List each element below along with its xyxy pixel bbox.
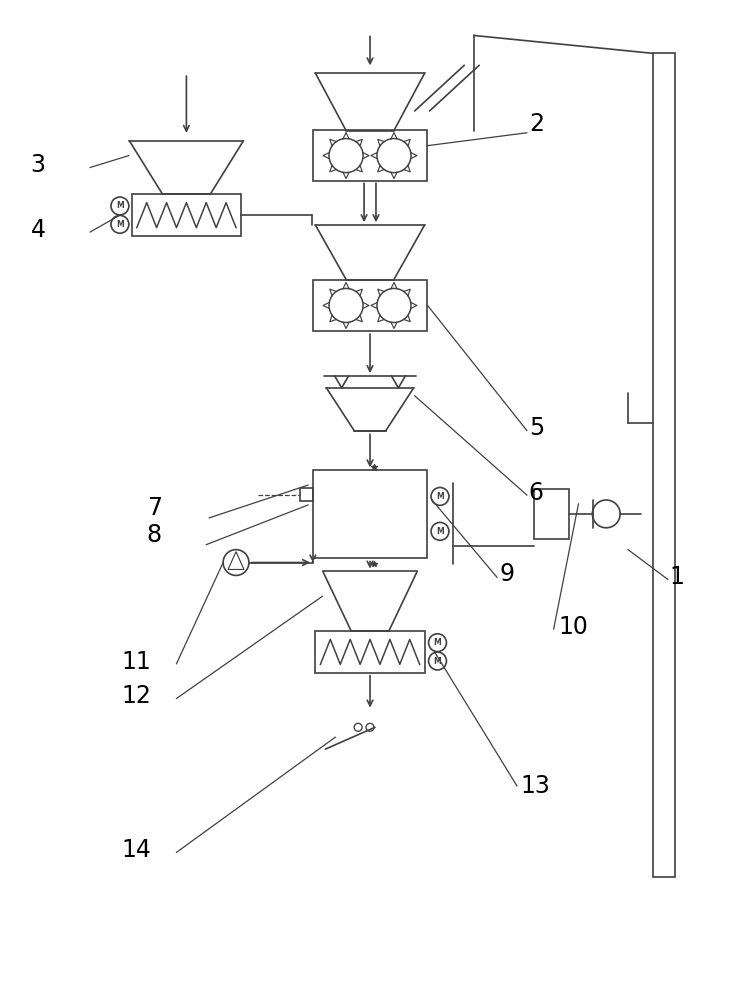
Text: 2: 2 xyxy=(529,112,544,136)
Text: 3: 3 xyxy=(31,153,45,177)
Text: 7: 7 xyxy=(147,496,162,520)
Bar xyxy=(315,631,425,673)
Text: M: M xyxy=(434,657,441,666)
Bar xyxy=(313,470,427,558)
Text: 14: 14 xyxy=(122,838,152,862)
Text: M: M xyxy=(436,492,444,501)
Text: 13: 13 xyxy=(521,774,551,798)
Text: M: M xyxy=(116,220,124,229)
Text: 10: 10 xyxy=(559,615,589,639)
Text: 1: 1 xyxy=(670,565,685,589)
Text: M: M xyxy=(116,201,124,210)
Bar xyxy=(533,489,568,539)
Bar xyxy=(313,130,427,181)
Bar xyxy=(132,194,241,236)
Text: M: M xyxy=(436,527,444,536)
Text: 12: 12 xyxy=(122,684,152,708)
Bar xyxy=(653,53,675,877)
Text: 4: 4 xyxy=(31,218,45,242)
Text: 5: 5 xyxy=(529,416,544,440)
Text: M: M xyxy=(434,638,441,647)
Bar xyxy=(313,280,427,331)
Text: 11: 11 xyxy=(122,650,152,674)
Bar xyxy=(300,488,313,501)
Text: 6: 6 xyxy=(529,481,544,505)
Text: 8: 8 xyxy=(147,523,162,547)
Text: 9: 9 xyxy=(499,562,514,586)
